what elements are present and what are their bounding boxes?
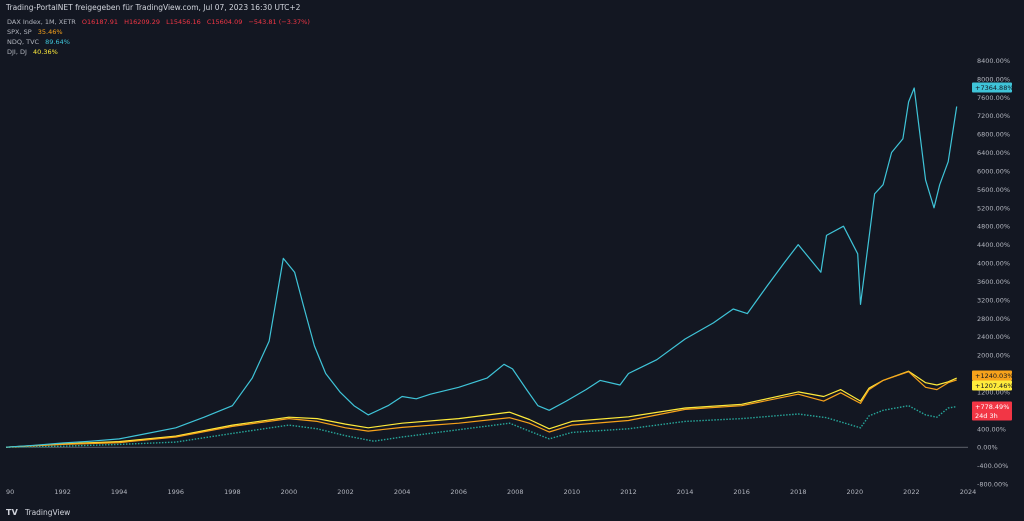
x-tick-label: 1996 (167, 488, 184, 496)
last-value-badge (972, 410, 1012, 421)
y-tick-label: -800.00% (977, 481, 1008, 489)
chart-header: Trading-PortalNET freigegeben für Tradin… (6, 3, 301, 12)
footer-brand: TradingView (25, 508, 71, 517)
x-tick-label: 2024 (960, 488, 977, 496)
y-tick-label: 7200.00% (977, 112, 1010, 120)
last-value-label: +1240.03% (975, 372, 1014, 380)
x-tick-label: 90 (6, 488, 14, 496)
last-value-badge (972, 370, 1012, 381)
y-tick-label: 2800.00% (977, 315, 1010, 323)
y-tick-label: 6000.00% (977, 167, 1010, 175)
y-tick-label: 2400.00% (977, 333, 1010, 341)
x-tick-label: 2012 (620, 488, 637, 496)
legend-ndq-value: 89.64% (45, 38, 70, 46)
legend-dax-name: DAX Index, 1M, XETR (7, 18, 76, 26)
y-tick-label: 3600.00% (977, 278, 1010, 286)
y-tick-label: 400.00% (977, 425, 1006, 433)
last-value-label: +778.49% (975, 403, 1009, 411)
legend-dji-name: DJI, DJ (7, 48, 27, 56)
x-tick-label: 2008 (507, 488, 524, 496)
x-tick-label: 2018 (790, 488, 807, 496)
legend-dax-low: L15456.16 (166, 18, 201, 26)
x-tick-label: 2002 (337, 488, 354, 496)
x-tick-label: 2020 (847, 488, 864, 496)
x-tick-label: 2014 (677, 488, 694, 496)
x-tick-label: 1992 (54, 488, 71, 496)
y-tick-label: 8400.00% (977, 57, 1010, 65)
x-tick-label: 2010 (564, 488, 581, 496)
y-tick-label: 4000.00% (977, 260, 1010, 268)
y-tick-label: 8000.00% (977, 75, 1010, 83)
legend-dax-close: C15604.09 (206, 18, 243, 26)
last-value-label: +7364.88% (975, 84, 1014, 92)
last-value-badge (972, 82, 1012, 93)
y-tick-label: 4400.00% (977, 241, 1010, 249)
last-value-label: +1207.46% (975, 382, 1014, 390)
x-tick-label: 2006 (450, 488, 467, 496)
legend-dji-value: 40.36% (32, 48, 58, 56)
series-line (5, 87, 958, 448)
y-tick-label: 5600.00% (977, 186, 1010, 194)
legend-spx-value: 35.46% (37, 28, 63, 36)
x-tick-label: 2022 (903, 488, 920, 496)
y-tick-label: 6800.00% (977, 131, 1010, 139)
last-value-badge (972, 401, 1012, 412)
y-tick-label: 1200.00% (977, 388, 1010, 396)
x-tick-label: 2016 (733, 488, 750, 496)
y-tick-label: 2000.00% (977, 352, 1010, 360)
y-tick-label: 0.00% (977, 444, 998, 452)
y-tick-label: 6400.00% (977, 149, 1010, 157)
y-tick-label: -400.00% (977, 462, 1008, 470)
legend-ndq-name: NDQ, TVC (7, 38, 40, 46)
y-tick-label: 7600.00% (977, 94, 1010, 102)
y-tick-label: 3200.00% (977, 296, 1010, 304)
x-tick-label: 1994 (111, 488, 128, 496)
legend-spx-name: SPX, SP (7, 28, 32, 36)
x-tick-label: 2004 (394, 488, 411, 496)
legend-dax-open: O16187.91 (81, 18, 119, 26)
y-tick-label: 4800.00% (977, 223, 1010, 231)
last-value-badge (972, 380, 1012, 391)
series-line (5, 370, 957, 448)
legend-spx[interactable]: SPX, SP 35.46% (7, 28, 67, 36)
legend-dax[interactable]: DAX Index, 1M, XETR O16187.91 H16209.29 … (7, 18, 314, 26)
y-tick-label: 5200.00% (977, 204, 1010, 212)
footer-bar (0, 503, 1024, 521)
series-line (5, 371, 957, 448)
x-tick-label: 2000 (281, 488, 298, 496)
series-line (5, 405, 957, 448)
x-tick-label: 1998 (224, 488, 241, 496)
legend-dax-change: −543.81 (−3.37%) (248, 18, 310, 26)
legend-ndq[interactable]: NDQ, TVC 89.64% (7, 38, 74, 46)
legend-dji[interactable]: DJI, DJ 40.36% (7, 48, 62, 56)
tradingview-logo-icon[interactable]: TV (6, 508, 19, 517)
legend-dax-high: H16209.29 (124, 18, 161, 26)
last-value-label: 24d 3h (975, 412, 998, 420)
